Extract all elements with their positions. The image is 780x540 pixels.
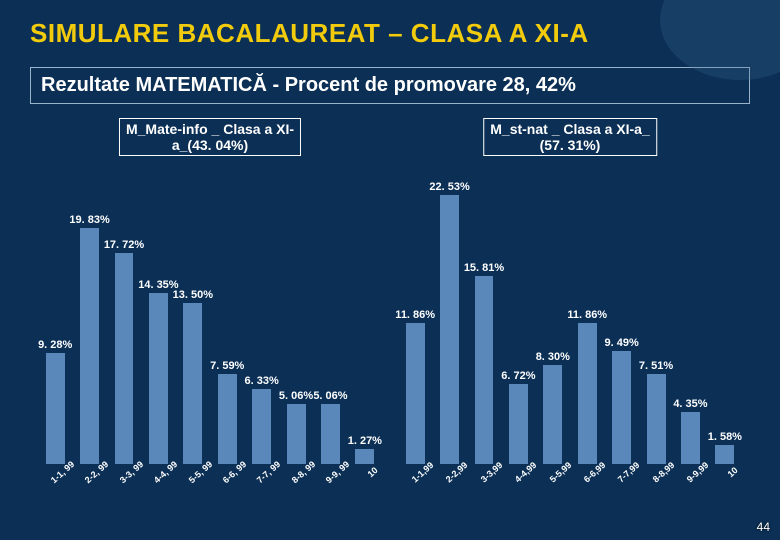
charts-row: M_Mate-info _ Clasa a XI- a_(43. 04%) 9.… bbox=[30, 118, 750, 488]
bar-value-label: 19. 83% bbox=[69, 214, 109, 226]
bar: 9. 28% bbox=[46, 353, 65, 464]
bar-value-label: 6. 72% bbox=[501, 370, 535, 382]
bar: 22. 53% bbox=[440, 195, 459, 464]
bar-value-label: 6. 33% bbox=[245, 375, 279, 387]
bar: 8. 30% bbox=[543, 365, 562, 464]
bar-value-label: 8. 30% bbox=[536, 351, 570, 363]
bar-value-label: 5. 06% bbox=[313, 390, 347, 402]
bar: 7. 59% bbox=[218, 374, 237, 464]
bar-value-label: 22. 53% bbox=[429, 181, 469, 193]
bar-value-label: 7. 59% bbox=[210, 360, 244, 372]
subtitle-box: Rezultate MATEMATICĂ - Procent de promov… bbox=[30, 67, 750, 104]
bar-column: 1. 58% bbox=[708, 166, 742, 464]
bar: 11. 86% bbox=[578, 323, 597, 464]
bar: 6. 72% bbox=[509, 384, 528, 464]
bar-column: 5. 06% bbox=[279, 166, 313, 464]
bar-column: 6. 72% bbox=[501, 166, 535, 464]
bar: 7. 51% bbox=[647, 374, 666, 464]
bar-value-label: 17. 72% bbox=[104, 239, 144, 251]
bar-value-label: 15. 81% bbox=[464, 262, 504, 274]
chart-right-plot: 11. 86%22. 53%15. 81%6. 72%8. 30%11. 86%… bbox=[398, 166, 742, 464]
chart-right-title: M_st-nat _ Clasa a XI-a_ (57. 31%) bbox=[483, 118, 657, 156]
chart-left-bars: 9. 28% 19. 83% 17. 72% 14. 35% 13. 50% 7. 59%… bbox=[38, 166, 382, 464]
subtitle-text: Rezultate MATEMATICĂ - Procent de promov… bbox=[41, 74, 576, 96]
bar-column: 6. 33% bbox=[244, 166, 278, 464]
bar-column: 7. 59% bbox=[210, 166, 244, 464]
bar: 15. 81% bbox=[475, 276, 494, 464]
bar-column: 17. 72% bbox=[107, 166, 141, 464]
bar-value-label: 4. 35% bbox=[673, 398, 707, 410]
bar-value-label: 11. 86% bbox=[567, 309, 607, 321]
bar-value-label: 9. 28% bbox=[38, 339, 72, 351]
bar: 5. 06% bbox=[287, 404, 306, 464]
bar-value-label: 13. 50% bbox=[173, 289, 213, 301]
bar-column: 9. 49% bbox=[604, 166, 638, 464]
bar-column: 19. 83% bbox=[72, 166, 106, 464]
page-number: 44 bbox=[757, 520, 770, 534]
chart-left-xaxis: 1-1, 992-2, 993-3, 994-4, 995-5, 996-6, … bbox=[38, 464, 382, 488]
slide: SIMULARE BACALAUREAT – CLASA A XI-A Rezu… bbox=[0, 0, 780, 540]
chart-left-plot: 9. 28% 19. 83% 17. 72% 14. 35% 13. 50% 7. 59%… bbox=[38, 166, 382, 464]
chart-right-xaxis: 1-1,992-2,993-3,994-4,995-5,996-6,997-7,… bbox=[398, 464, 742, 488]
bar-column: 5. 06% bbox=[313, 166, 347, 464]
bar: 6. 33% bbox=[252, 389, 271, 464]
bar-column: 13. 50% bbox=[176, 166, 210, 464]
bar-value-label: 7. 51% bbox=[639, 360, 673, 372]
bar-value-label: 5. 06% bbox=[279, 390, 313, 402]
bar-column: 11. 86% bbox=[570, 166, 604, 464]
chart-right-title-line1: M_st-nat _ Clasa a XI-a_ bbox=[490, 121, 650, 137]
chart-left: M_Mate-info _ Clasa a XI- a_(43. 04%) 9.… bbox=[30, 118, 390, 488]
bar-column: 7. 51% bbox=[639, 166, 673, 464]
chart-left-title-line2: a_(43. 04%) bbox=[126, 137, 294, 153]
bar: 9. 49% bbox=[612, 351, 631, 464]
bar: 19. 83% bbox=[80, 228, 99, 464]
bar-value-label: 11. 86% bbox=[395, 309, 435, 321]
bar-value-label: 1. 58% bbox=[708, 431, 742, 443]
bar: 17. 72% bbox=[115, 253, 134, 464]
bar-column: 22. 53% bbox=[432, 166, 466, 464]
slide-title: SIMULARE BACALAUREAT – CLASA A XI-A bbox=[30, 18, 750, 49]
bar: 14. 35% bbox=[149, 293, 168, 464]
bar-column: 4. 35% bbox=[673, 166, 707, 464]
bar-column: 15. 81% bbox=[467, 166, 501, 464]
bar-column: 14. 35% bbox=[141, 166, 175, 464]
bar-column: 9. 28% bbox=[38, 166, 72, 464]
chart-right: M_st-nat _ Clasa a XI-a_ (57. 31%) 11. 8… bbox=[390, 118, 750, 488]
bar-column: 8. 30% bbox=[536, 166, 570, 464]
bar: 11. 86% bbox=[406, 323, 425, 464]
bar: 5. 06% bbox=[321, 404, 340, 464]
chart-left-title: M_Mate-info _ Clasa a XI- a_(43. 04%) bbox=[119, 118, 301, 156]
bar: 13. 50% bbox=[183, 303, 202, 464]
bar-column: 11. 86% bbox=[398, 166, 432, 464]
bar-column: 1. 27% bbox=[348, 166, 382, 464]
bar-value-label: 1. 27% bbox=[348, 435, 382, 447]
bar-value-label: 9. 49% bbox=[605, 337, 639, 349]
chart-right-bars: 11. 86%22. 53%15. 81%6. 72%8. 30%11. 86%… bbox=[398, 166, 742, 464]
chart-left-title-line1: M_Mate-info _ Clasa a XI- bbox=[126, 121, 294, 137]
chart-right-title-line2: (57. 31%) bbox=[490, 137, 650, 153]
